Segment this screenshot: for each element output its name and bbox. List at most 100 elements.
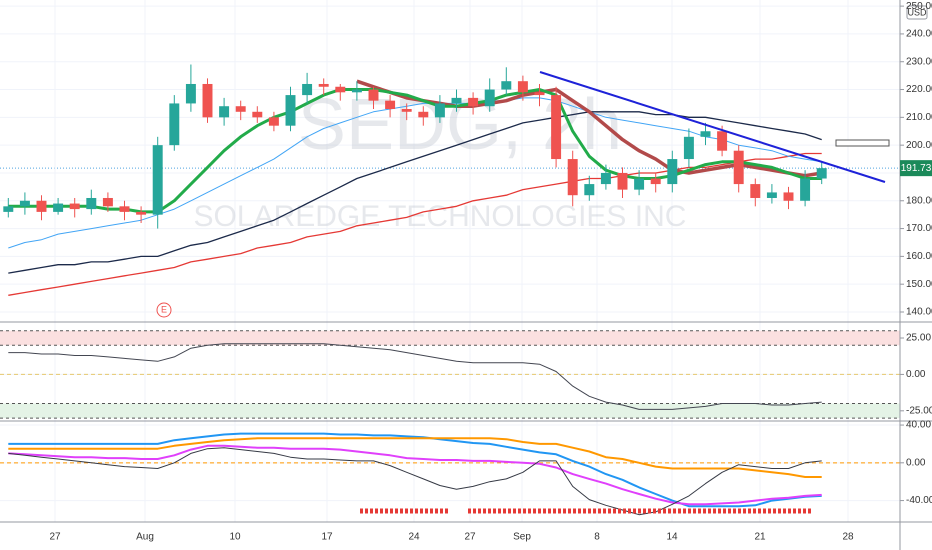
candle-body	[102, 197, 113, 207]
candle-body	[235, 106, 246, 112]
x-tick-label: 8	[594, 532, 600, 543]
candle-body	[136, 211, 147, 215]
indicator-line	[8, 444, 822, 506]
y-tick-label: 210.00	[906, 112, 932, 123]
candle-body	[468, 97, 479, 107]
x-tick-label: Aug	[136, 532, 154, 543]
candle-body	[351, 89, 362, 93]
x-tick-label: 27	[464, 532, 476, 543]
last-price-box	[900, 160, 932, 177]
candle-body	[800, 178, 811, 201]
candle-body	[169, 103, 180, 146]
y-tick-label: 150.00	[906, 279, 932, 290]
candle-body	[119, 206, 130, 212]
candle-body	[302, 83, 313, 96]
indicator-line	[8, 152, 822, 296]
candle-body	[551, 95, 562, 160]
x-tick-label: 14	[666, 532, 678, 543]
y-tick-label: 40.00	[906, 420, 931, 431]
y-tick-label: 140.00	[906, 307, 932, 318]
candle-body	[252, 111, 263, 118]
candle-body	[368, 89, 379, 101]
y-tick-label: -40.00	[906, 495, 932, 506]
indicator-line	[8, 437, 822, 478]
y-tick-label: 25.00	[906, 333, 931, 344]
candle-body	[3, 206, 14, 212]
plot-layer	[3, 64, 827, 516]
candle-body	[766, 192, 777, 198]
candle-body	[600, 172, 611, 185]
y-tick-label: 0.00	[906, 457, 926, 468]
candle-body	[86, 197, 97, 210]
indicator-line	[8, 343, 822, 410]
candle-body	[335, 86, 346, 93]
candle-body	[434, 103, 445, 118]
indicator-line	[8, 97, 822, 249]
x-tick-label: 24	[408, 532, 420, 543]
candle-body	[584, 184, 595, 196]
trend-line-drawing	[539, 71, 886, 183]
candle-body	[318, 83, 329, 87]
candle-body	[418, 111, 429, 118]
watermark-symbol: SEDG, 2h	[298, 85, 622, 165]
candle-body	[717, 131, 728, 151]
y-tick-label: 180.00	[906, 195, 932, 206]
y-tick-label: 170.00	[906, 223, 932, 234]
candle-body	[69, 203, 80, 210]
watermark-name: SOLAREDGE TECHNOLOGIES INC	[194, 200, 687, 233]
indicator-line	[356, 79, 822, 178]
candle-body	[816, 168, 827, 179]
candle-body	[152, 145, 163, 215]
drawn-rectangle	[835, 139, 890, 147]
earnings-label[interactable]: E	[161, 304, 167, 314]
last-price-label: 191.73	[901, 163, 932, 174]
x-tick-label: 21	[754, 532, 766, 543]
candle-body	[185, 83, 196, 104]
candle-body	[700, 131, 711, 137]
candle-body	[202, 83, 213, 118]
currency-box	[906, 5, 928, 20]
candle-body	[268, 117, 279, 126]
background-layer	[0, 0, 904, 522]
y-tick-label: 240.00	[906, 29, 932, 40]
y-tick-label: 220.00	[906, 84, 932, 95]
band	[0, 403, 900, 419]
candle-body	[634, 178, 645, 190]
y-tick-label: 160.00	[906, 251, 932, 262]
x-tick-label: 10	[229, 532, 241, 543]
y-tick-label: 200.00	[906, 140, 932, 151]
candle-body	[750, 184, 761, 198]
indicator-line	[8, 447, 822, 516]
candle-body	[667, 159, 678, 185]
candle-body	[385, 100, 396, 110]
x-tick-label: Sep	[513, 532, 531, 543]
x-tick-label: 28	[842, 532, 854, 543]
x-tick-label: 27	[49, 532, 61, 543]
candle-body	[534, 92, 545, 96]
candle-body	[285, 95, 296, 126]
y-tick-label: -25.00	[906, 405, 932, 416]
candle-body	[733, 150, 744, 185]
candle-body	[517, 81, 528, 93]
band	[0, 330, 900, 346]
candle-body	[683, 136, 694, 160]
candle-body	[36, 200, 47, 212]
candle-body	[451, 97, 462, 104]
y-tick-label: 0.00	[906, 369, 926, 380]
candle-body	[567, 159, 578, 196]
indicator-line	[8, 432, 822, 508]
candle-body	[501, 81, 512, 90]
candle-body	[19, 200, 30, 207]
candle-body	[783, 192, 794, 201]
x-tick-label: 17	[321, 532, 333, 543]
candle-body	[219, 106, 230, 118]
candle-body	[617, 172, 628, 190]
indicator-line	[8, 111, 822, 274]
y-tick-label: 230.00	[906, 56, 932, 67]
candle-body	[401, 109, 412, 112]
earnings-marker[interactable]	[156, 302, 172, 318]
candle-body	[53, 203, 64, 212]
currency-label: USD	[907, 7, 927, 17]
candle-body	[650, 178, 661, 185]
